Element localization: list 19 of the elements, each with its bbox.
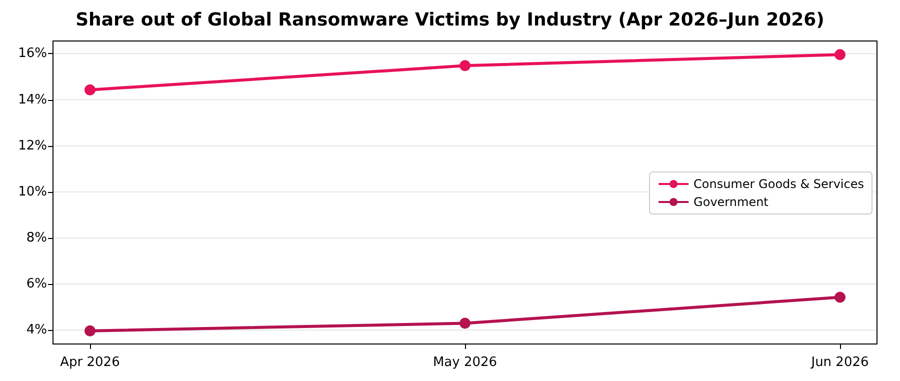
- y-tick-label: 12%: [18, 138, 47, 154]
- x-tick-label: Apr 2026: [60, 355, 120, 370]
- chart-title: Share out of Global Ransomware Victims by Industry (Apr 2026–Jun 2026): [76, 10, 824, 30]
- point: [460, 318, 470, 329]
- point: [84, 325, 96, 336]
- point: [834, 292, 846, 303]
- y-tick-label: 8%: [26, 230, 47, 246]
- y-tick-label: 4%: [26, 322, 47, 338]
- x-tick-label: May 2026: [432, 355, 498, 370]
- point: [834, 49, 846, 60]
- y-tick-label: 10%: [18, 184, 47, 200]
- point: [84, 84, 96, 96]
- legend-label: Consumer Goods & Services: [694, 177, 864, 191]
- point: [460, 60, 470, 72]
- legend-label: Government: [694, 195, 769, 209]
- y-tick-label: 6%: [26, 276, 47, 292]
- x-tick-label: Jun 2026: [810, 355, 869, 370]
- y-tick-label: 14%: [18, 92, 47, 108]
- y-tick-label: 16%: [18, 46, 47, 62]
